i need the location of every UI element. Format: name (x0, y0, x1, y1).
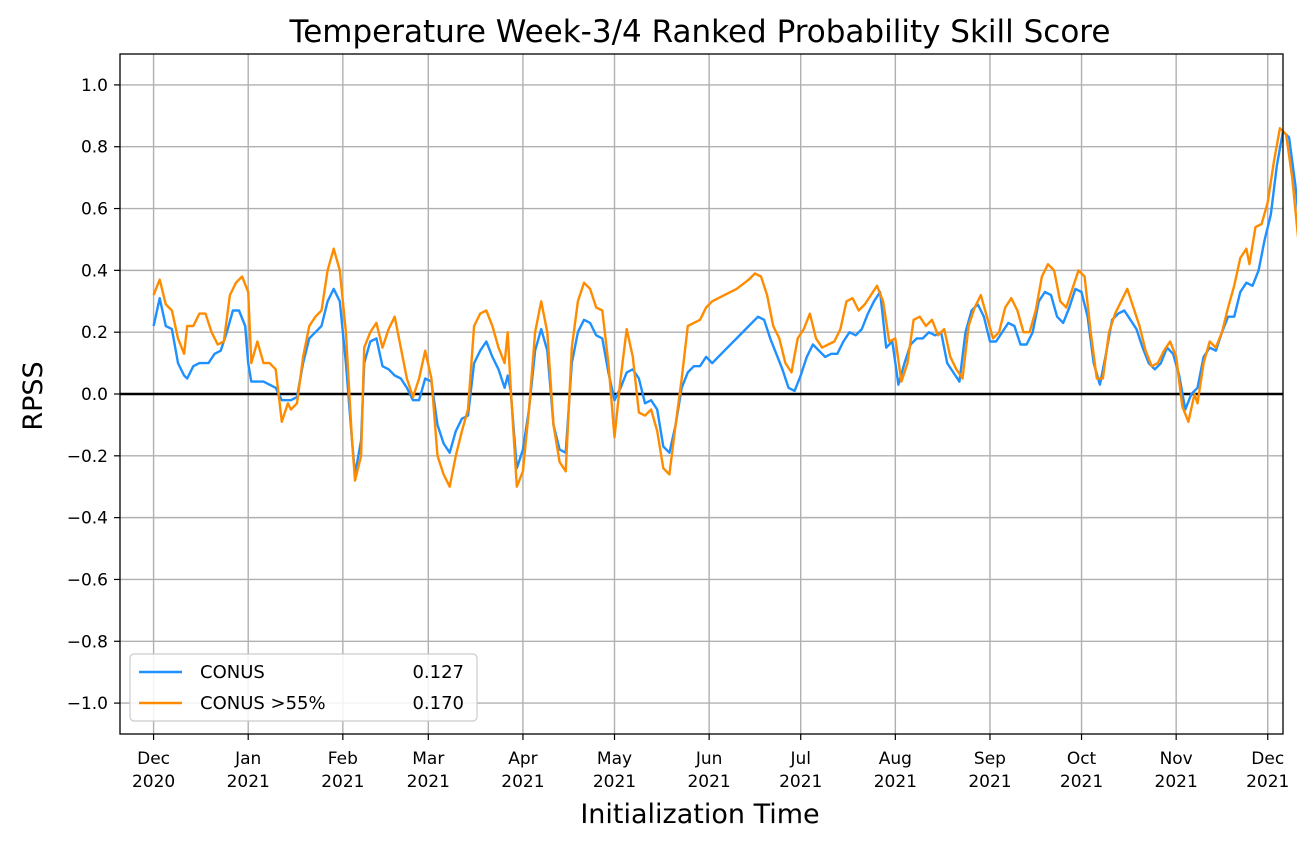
y-tick-label: −1.0 (67, 694, 108, 714)
x-tick-label: May 2021 (593, 749, 636, 792)
x-tick-label: Dec 2020 (132, 749, 175, 792)
y-axis-title: RPSS (18, 361, 49, 430)
y-tick-label: 0.8 (81, 138, 108, 158)
x-tick-label: Feb 2021 (321, 749, 364, 792)
y-tick-label: −0.6 (67, 570, 108, 590)
legend-label: CONUS (200, 662, 265, 683)
chart-title: Temperature Week-3/4 Ranked Probability … (289, 14, 1111, 50)
x-tick-label: Sep 2021 (968, 749, 1011, 792)
legend-value: 0.170 (412, 693, 464, 714)
x-tick-label: Oct 2021 (1060, 749, 1103, 792)
legend-label: CONUS >55% (200, 693, 326, 714)
series-lines (152, 126, 1297, 488)
y-tick-label: −0.4 (67, 509, 108, 529)
legend-value: 0.127 (412, 662, 464, 683)
x-tick-label: Jun 2021 (687, 749, 730, 792)
x-tick-label: Apr 2021 (501, 749, 544, 792)
x-axis-ticks: Dec 2020 Jan 2021 Feb 2021 Mar 2021 Apr 2021 May 20… (132, 734, 1289, 792)
y-tick-label: −0.2 (67, 447, 108, 467)
legend-box (129, 653, 478, 722)
x-tick-label: Jan 2021 (227, 749, 270, 792)
series-line-conus-55pct (152, 126, 1297, 488)
y-tick-label: 0.6 (81, 200, 108, 220)
series-line-conus (152, 130, 1297, 476)
x-tick-label: Dec 2021 (1246, 749, 1289, 792)
legend: CONUS 0.127 CONUS >55% 0.170 (129, 653, 478, 722)
y-tick-label: 1.0 (81, 76, 108, 96)
x-axis-title: Initialization Time (580, 799, 819, 830)
y-tick-label: 0.4 (81, 261, 108, 281)
y-tick-label: 0.0 (81, 385, 108, 405)
y-tick-label: 0.2 (81, 323, 108, 343)
y-axis-ticks: 1.0 0.8 0.6 0.4 0.2 0.0 −0.2 −0.4 −0.6 −0.8 −1.0 (67, 76, 120, 714)
x-tick-label: Jul 2021 (779, 749, 822, 792)
x-tick-label: Nov 2021 (1155, 749, 1198, 792)
x-tick-label: Mar 2021 (407, 749, 450, 792)
y-tick-label: −0.8 (67, 632, 108, 652)
x-tick-label: Aug 2021 (874, 749, 917, 792)
